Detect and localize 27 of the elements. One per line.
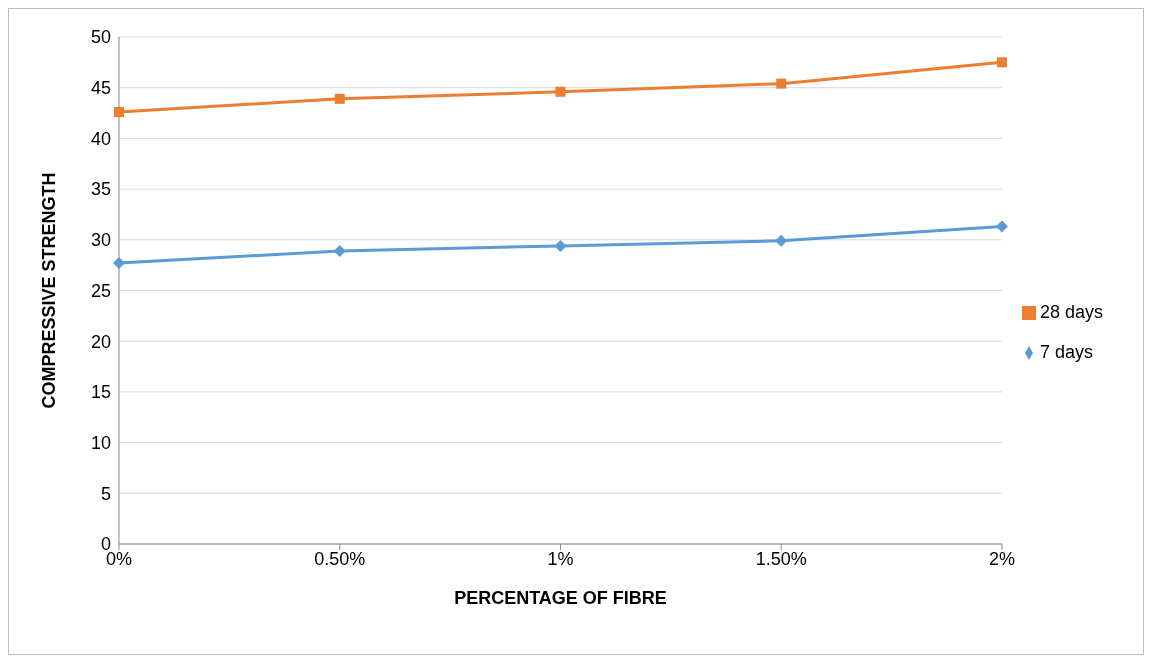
legend-label: 28 days [1039,301,1103,322]
y-tick-label: 10 [90,432,111,453]
y-tick-label: 5 [100,483,111,504]
y-tick-label: 20 [90,331,111,352]
x-tick-label: 2% [988,548,1015,569]
y-tick-label: 50 [90,27,111,48]
y-tick-label: 40 [90,128,111,149]
point [995,220,1008,233]
y-tick-label: 15 [90,382,111,403]
y-tick-label: 45 [90,78,111,99]
y-tick-label: 35 [90,179,111,200]
y-axis-title: COMPRESSIVE STRENGTH [39,172,60,409]
y-tick-label: 25 [90,280,111,301]
point [114,107,124,118]
point [996,57,1007,68]
point [334,93,345,104]
y-tick-label: 30 [90,230,111,251]
x-axis-title: PERCENTAGE OF FIBRE [454,588,667,608]
legend-label: 7 days [1039,341,1093,362]
x-tick-label: 0.50% [314,548,366,569]
point [554,239,567,252]
point [555,86,566,97]
point [775,234,788,247]
x-tick-label: 1% [547,548,574,569]
point [113,257,125,270]
x-tick-label: 1.50% [755,548,807,569]
point [776,78,787,89]
